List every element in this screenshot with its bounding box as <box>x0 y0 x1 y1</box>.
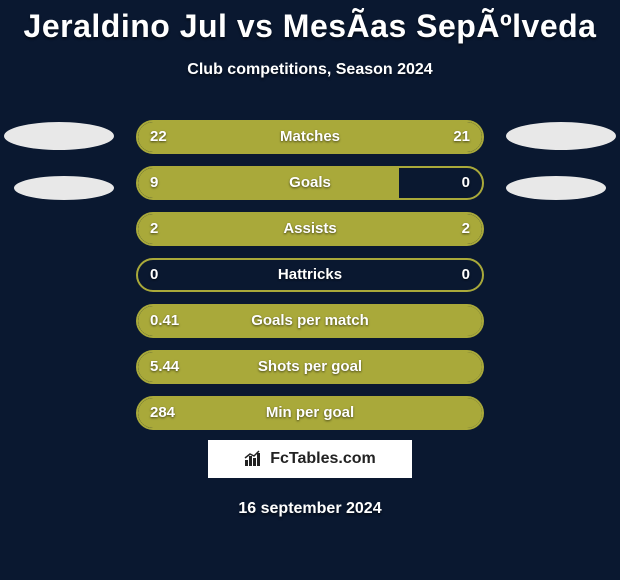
subtitle: Club competitions, Season 2024 <box>0 61 620 79</box>
stat-label: Shots per goal <box>138 352 482 382</box>
stat-row: 5.44Shots per goal <box>136 350 484 384</box>
page-title: Jeraldino Jul vs MesÃ­as SepÃºlveda <box>0 0 620 45</box>
stat-right-value: 0 <box>462 260 470 290</box>
stat-row: 284Min per goal <box>136 396 484 430</box>
stat-label: Goals per match <box>138 306 482 336</box>
stat-row: 2Assists2 <box>136 212 484 246</box>
stat-label: Hattricks <box>138 260 482 290</box>
vs-text: vs <box>237 8 274 44</box>
stat-label: Matches <box>138 122 482 152</box>
player2-name: MesÃ­as SepÃºlveda <box>283 8 597 44</box>
stat-right-value: 0 <box>462 168 470 198</box>
stat-label: Min per goal <box>138 398 482 428</box>
stat-right-value: 21 <box>453 122 470 152</box>
stat-row: 22Matches21 <box>136 120 484 154</box>
stat-label: Assists <box>138 214 482 244</box>
player2-photo-bottom <box>506 176 606 200</box>
stat-row: 0.41Goals per match <box>136 304 484 338</box>
stats-container: 22Matches219Goals02Assists20Hattricks00.… <box>136 120 484 442</box>
bar-chart-icon <box>244 450 266 468</box>
player1-name: Jeraldino Jul <box>24 8 228 44</box>
stat-label: Goals <box>138 168 482 198</box>
stat-row: 9Goals0 <box>136 166 484 200</box>
stat-right-value: 2 <box>462 214 470 244</box>
player1-photo-top <box>4 122 114 150</box>
player2-photo-top <box>506 122 616 150</box>
date-text: 16 september 2024 <box>0 500 620 518</box>
stat-row: 0Hattricks0 <box>136 258 484 292</box>
logo-text: FcTables.com <box>270 450 376 468</box>
player1-photo-bottom <box>14 176 114 200</box>
source-logo: FcTables.com <box>208 440 412 478</box>
